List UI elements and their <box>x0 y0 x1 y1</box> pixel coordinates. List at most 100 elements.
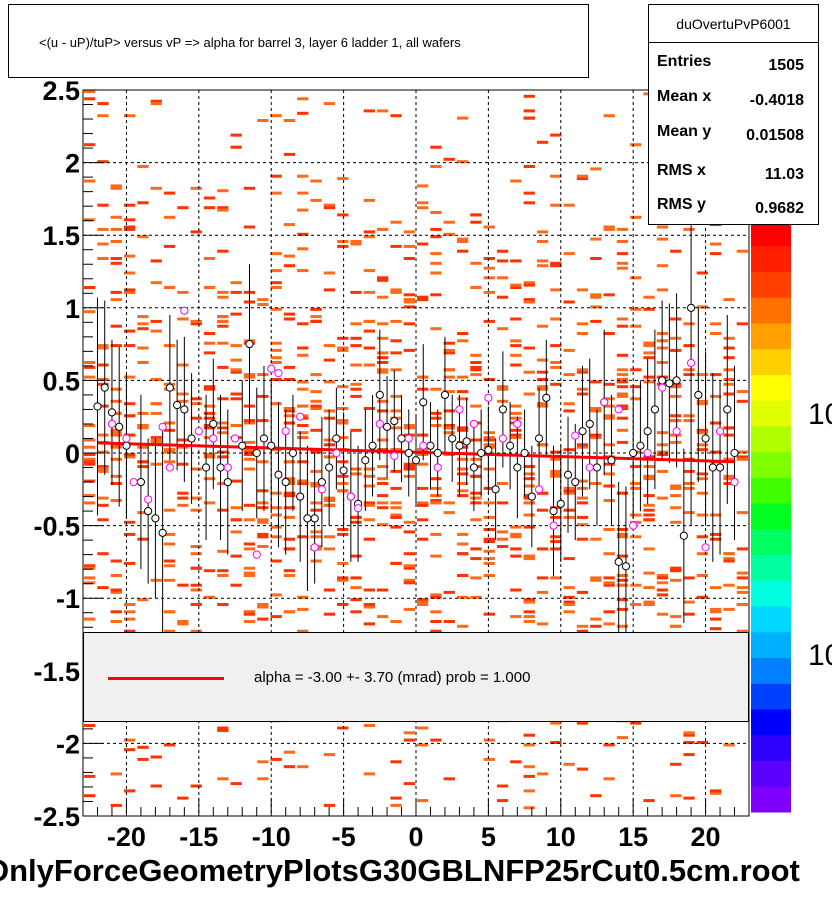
bin-cell <box>390 409 402 413</box>
bin-cell <box>230 583 242 587</box>
bin-cell <box>550 474 562 478</box>
bin-cell <box>523 191 535 195</box>
bin-cell <box>443 409 455 413</box>
bin-cell <box>110 387 122 391</box>
bin-cell <box>470 438 482 442</box>
bin-cell <box>563 557 575 561</box>
bin-cell <box>603 293 615 297</box>
bin-cell <box>203 257 216 260</box>
bin-cell <box>616 440 629 444</box>
bin-cell <box>110 772 122 776</box>
bin-cell <box>630 486 642 490</box>
bin-cell <box>710 513 722 517</box>
palette-cell <box>751 528 791 556</box>
bin-cell <box>510 535 522 539</box>
y-tick-label: 0.5 <box>42 366 80 396</box>
legend-text: alpha = -3.00 +- 3.70 (mrad) prob = 1.00… <box>254 669 531 686</box>
bin-cell <box>243 450 256 454</box>
bin-cell <box>190 322 202 326</box>
data-point-black <box>310 514 319 523</box>
bin-cell <box>616 324 629 328</box>
data-point-black <box>259 434 269 443</box>
bin-cell <box>550 264 562 268</box>
bin-cell <box>403 465 415 469</box>
bin-cell <box>243 467 256 471</box>
bin-cell <box>563 203 575 207</box>
bin-cell <box>723 457 735 461</box>
bin-cell <box>190 629 202 633</box>
bin-cell <box>457 332 469 335</box>
bin-cell <box>457 532 469 536</box>
bin-cell <box>84 617 96 621</box>
bin-cell <box>616 532 629 536</box>
data-point-magenta <box>455 405 464 414</box>
bin-cell <box>430 261 442 265</box>
bin-cell <box>84 438 96 442</box>
bin-cell <box>710 789 722 793</box>
bin-cell <box>523 472 535 476</box>
bin-cell <box>337 576 349 580</box>
bin-cell <box>696 472 708 476</box>
palette-label-lower: 10 <box>808 639 832 672</box>
data-point-magenta <box>230 434 240 443</box>
bin-cell <box>696 271 708 275</box>
bin-cell <box>97 257 109 260</box>
bin-cell <box>576 590 589 594</box>
bin-cell <box>710 242 722 246</box>
bin-cell <box>696 443 708 447</box>
bin-cell <box>430 411 442 415</box>
bin-cell <box>403 244 415 248</box>
bin-cell <box>736 399 748 403</box>
stats-value: 0.9682 <box>755 200 804 217</box>
bin-cell <box>337 561 349 565</box>
bin-cell <box>297 387 309 391</box>
bin-cell <box>563 409 575 413</box>
bin-cell <box>443 620 455 623</box>
bin-cell <box>84 460 96 464</box>
bin-cell <box>403 564 415 568</box>
bin-cell <box>377 588 389 592</box>
bin-cell <box>390 513 402 517</box>
bin-cell <box>190 603 202 606</box>
bin-cell <box>483 266 495 270</box>
bin-cell <box>97 378 109 381</box>
bin-cell <box>563 448 575 452</box>
bin-cell <box>563 373 575 377</box>
bin-cell <box>310 559 322 563</box>
bin-cell <box>523 765 535 769</box>
bin-cell <box>283 317 296 321</box>
bin-cell <box>403 424 415 427</box>
bin-cell <box>457 237 469 241</box>
bin-cell <box>696 399 708 403</box>
bin-cell <box>257 506 269 510</box>
data-point-black <box>375 390 384 400</box>
bin-cell <box>523 477 535 481</box>
bin-cell <box>124 789 136 793</box>
bin-cell <box>150 259 162 263</box>
bin-cell <box>563 348 575 352</box>
bin-cell <box>616 404 629 408</box>
bin-cell <box>603 528 615 531</box>
bin-cell <box>483 757 495 761</box>
bin-cell <box>310 535 322 539</box>
bin-cell <box>124 344 136 348</box>
bin-cell <box>177 290 189 294</box>
data-point-magenta <box>296 412 305 421</box>
bin-cell <box>97 160 109 164</box>
bin-cell <box>616 554 629 558</box>
bin-cell <box>536 264 549 268</box>
bin-cell <box>390 220 402 224</box>
bin-cell <box>390 515 402 519</box>
palette-cell <box>751 245 791 272</box>
bin-cell <box>363 109 375 113</box>
bin-cell <box>603 114 615 118</box>
bin-cell <box>630 721 642 725</box>
bin-cell <box>390 469 402 473</box>
bin-cell <box>523 300 535 304</box>
bin-cell <box>643 375 655 379</box>
data-point-magenta <box>129 477 138 487</box>
bin-cell <box>603 610 615 614</box>
bin-cell <box>550 576 562 580</box>
bin-cell <box>443 590 455 594</box>
bin-cell <box>84 310 96 314</box>
